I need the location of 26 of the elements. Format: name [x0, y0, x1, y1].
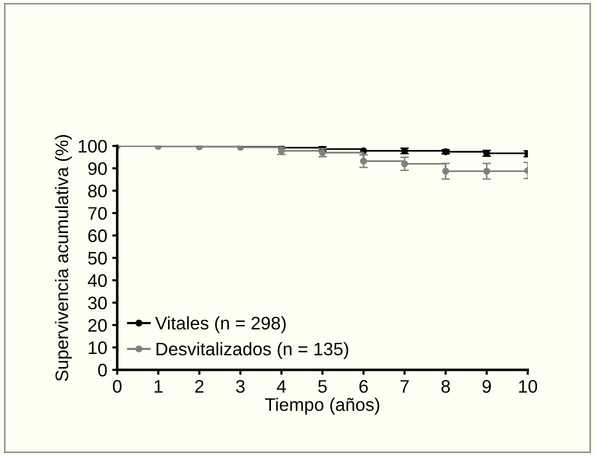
x-tick-label: 7	[400, 380, 409, 393]
y-tick-label: 20	[88, 318, 107, 332]
y-tick-label: 0	[98, 364, 107, 377]
legend-label: Vitales (n = 298)	[155, 316, 286, 334]
y-tick-label: 100	[78, 140, 107, 153]
y-tick-label: 80	[88, 184, 107, 198]
legend-label: Desvitalizados (n = 135)	[156, 342, 348, 359]
y-tick-label: 10	[88, 341, 107, 354]
x-tick-label: 0	[112, 380, 122, 393]
y-tick-label: 90	[88, 162, 107, 176]
x-tick-label: 8	[441, 380, 450, 393]
x-tick-label: 2	[195, 380, 204, 393]
x-tick-label: 5	[318, 380, 327, 393]
y-tick-label: 70	[88, 207, 107, 220]
y-tick-label: 40	[88, 274, 107, 287]
y-tick-label: 30	[88, 296, 107, 310]
x-tick-label: 6	[359, 380, 368, 393]
x-tick-label: 1	[154, 380, 162, 393]
y-tick-label: 60	[88, 229, 107, 242]
x-axis-title: Tiempo (años)	[265, 398, 380, 415]
y-axis-title: Supervivencia acumulativa (%)	[54, 135, 72, 381]
x-tick-label: 4	[276, 380, 286, 393]
x-tick-label: 9	[482, 380, 491, 393]
y-tick-label: 50	[88, 252, 107, 265]
x-tick-label: 10	[519, 380, 538, 393]
x-tick-label: 3	[236, 380, 245, 393]
